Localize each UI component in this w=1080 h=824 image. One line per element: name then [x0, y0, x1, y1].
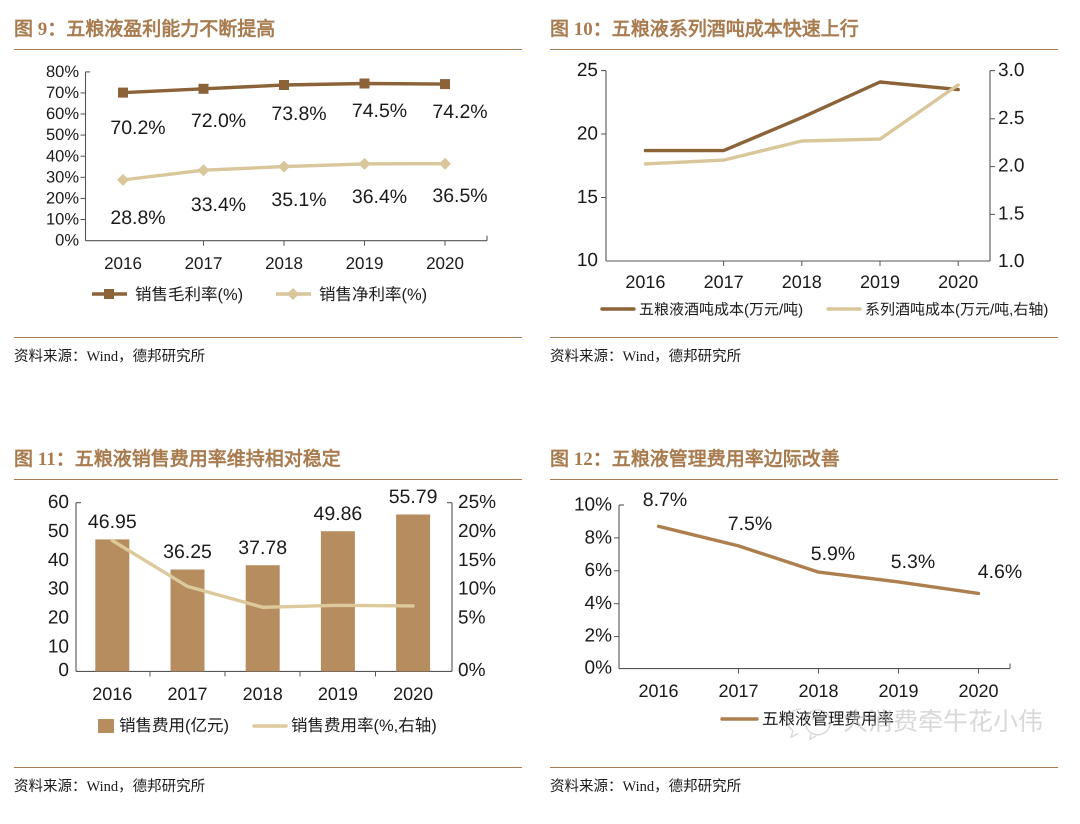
svg-text:28.8%: 28.8% — [110, 207, 165, 229]
svg-text:2020: 2020 — [426, 254, 464, 273]
svg-text:50%: 50% — [46, 126, 79, 144]
svg-text:2019: 2019 — [346, 254, 384, 273]
svg-text:2020: 2020 — [958, 681, 998, 701]
svg-text:36.5%: 36.5% — [432, 185, 487, 207]
svg-text:系列酒吨成本(万元/吨,右轴): 系列酒吨成本(万元/吨,右轴) — [865, 302, 1048, 319]
svg-text:70.2%: 70.2% — [110, 117, 165, 139]
svg-text:25: 25 — [577, 60, 598, 81]
svg-text:3.0: 3.0 — [998, 60, 1024, 81]
svg-text:6%: 6% — [585, 560, 613, 581]
svg-text:72.0%: 72.0% — [191, 110, 246, 132]
svg-text:0%: 0% — [458, 660, 486, 681]
svg-text:2016: 2016 — [104, 254, 142, 273]
svg-text:1.0: 1.0 — [998, 251, 1024, 272]
svg-text:2019: 2019 — [860, 272, 900, 292]
svg-text:2018: 2018 — [798, 681, 838, 701]
svg-text:25%: 25% — [458, 492, 496, 513]
svg-text:20: 20 — [577, 123, 598, 144]
svg-text:五粮液酒吨成本(万元/吨): 五粮液酒吨成本(万元/吨) — [639, 302, 803, 319]
svg-text:2017: 2017 — [718, 681, 758, 701]
svg-text:20%: 20% — [46, 190, 79, 208]
svg-text:10: 10 — [48, 637, 69, 658]
svg-text:2018: 2018 — [243, 684, 283, 704]
svg-text:5.3%: 5.3% — [891, 551, 935, 573]
svg-text:35.1%: 35.1% — [271, 189, 326, 211]
svg-text:大消费牵牛花小伟: 大消费牵牛花小伟 — [843, 708, 1043, 736]
svg-text:2020: 2020 — [393, 684, 433, 704]
svg-text:33.4%: 33.4% — [191, 194, 246, 216]
svg-text:2.5: 2.5 — [998, 108, 1024, 129]
svg-text:36.4%: 36.4% — [352, 186, 407, 208]
svg-text:15%: 15% — [458, 550, 496, 571]
svg-text:30: 30 — [48, 579, 69, 600]
svg-text:30%: 30% — [46, 168, 79, 186]
svg-text:4.6%: 4.6% — [978, 561, 1022, 583]
svg-text:7.5%: 7.5% — [728, 513, 772, 535]
svg-text:2017: 2017 — [704, 272, 744, 292]
svg-text:74.2%: 74.2% — [432, 101, 487, 123]
svg-text:10: 10 — [577, 250, 598, 271]
svg-text:2016: 2016 — [92, 684, 132, 704]
svg-text:15: 15 — [577, 187, 598, 208]
svg-text:1.5: 1.5 — [998, 203, 1024, 224]
svg-text:73.8%: 73.8% — [271, 103, 326, 125]
svg-text:49.86: 49.86 — [313, 503, 362, 525]
svg-text:8.7%: 8.7% — [643, 489, 687, 511]
svg-text:销售毛利率(%): 销售毛利率(%) — [135, 286, 243, 304]
svg-text:40: 40 — [48, 550, 69, 571]
svg-text:5.9%: 5.9% — [811, 543, 855, 565]
svg-text:销售净利率(%): 销售净利率(%) — [319, 286, 427, 304]
svg-text:8%: 8% — [585, 527, 613, 548]
svg-text:37.78: 37.78 — [238, 537, 287, 559]
svg-text:60: 60 — [48, 492, 69, 513]
svg-text:2016: 2016 — [638, 681, 678, 701]
svg-text:36.25: 36.25 — [163, 541, 212, 563]
svg-text:销售费用(亿元): 销售费用(亿元) — [119, 717, 229, 735]
svg-text:2%: 2% — [585, 626, 613, 647]
svg-text:10%: 10% — [458, 579, 496, 600]
svg-text:2018: 2018 — [265, 254, 303, 273]
svg-text:0: 0 — [58, 660, 69, 681]
svg-text:2020: 2020 — [938, 272, 978, 292]
svg-text:80%: 80% — [46, 63, 79, 81]
svg-text:销售费用率(%,右轴): 销售费用率(%,右轴) — [291, 717, 437, 735]
svg-text:55.79: 55.79 — [389, 486, 438, 508]
svg-text:74.5%: 74.5% — [352, 100, 407, 122]
svg-text:10%: 10% — [574, 495, 612, 516]
svg-text:50: 50 — [48, 521, 69, 542]
svg-text:2016: 2016 — [625, 272, 665, 292]
svg-text:0%: 0% — [55, 232, 79, 250]
svg-text:70%: 70% — [46, 84, 79, 102]
svg-text:2.0: 2.0 — [998, 156, 1024, 177]
svg-text:0%: 0% — [585, 658, 613, 679]
svg-text:2017: 2017 — [167, 684, 207, 704]
svg-text:20: 20 — [48, 608, 69, 629]
svg-text:20%: 20% — [458, 521, 496, 542]
svg-text:2019: 2019 — [318, 684, 358, 704]
svg-text:10%: 10% — [46, 211, 79, 229]
svg-text:4%: 4% — [585, 593, 613, 614]
svg-text:46.95: 46.95 — [88, 511, 137, 533]
svg-text:5%: 5% — [458, 608, 486, 629]
svg-text:2017: 2017 — [185, 254, 223, 273]
svg-text:2018: 2018 — [782, 272, 822, 292]
svg-text:2019: 2019 — [878, 681, 918, 701]
svg-text:60%: 60% — [46, 105, 79, 123]
svg-text:40%: 40% — [46, 147, 79, 165]
